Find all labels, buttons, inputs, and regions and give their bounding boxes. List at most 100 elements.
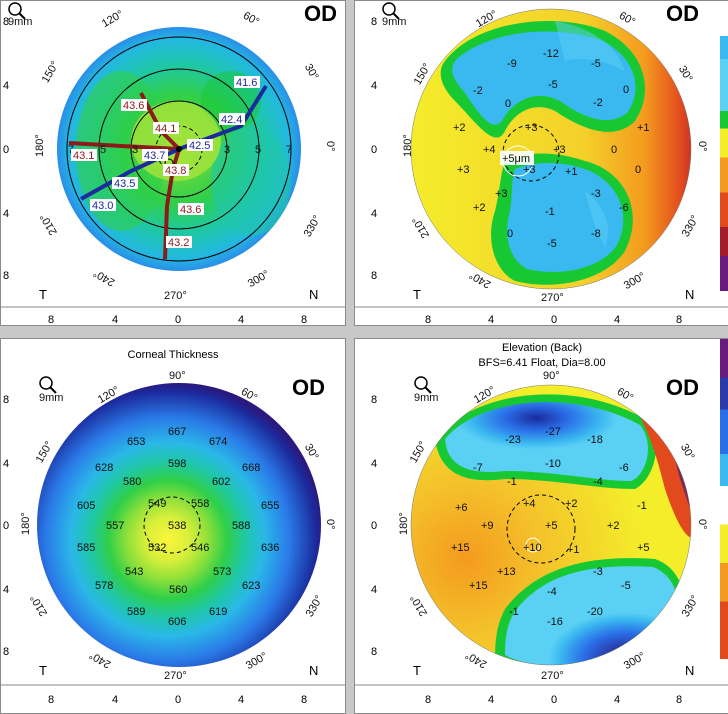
elevation-value: -1 [507, 476, 517, 488]
elevation-value: +9 [481, 520, 494, 532]
elevation-value: -23 [505, 434, 521, 446]
eye-label: OD [292, 375, 325, 400]
degree-label: 330° [304, 593, 326, 619]
thickness-value: 668 [242, 462, 260, 474]
y-tick: 8 [371, 16, 377, 28]
elevation-value: +15 [469, 580, 488, 592]
thickness-value: 573 [213, 566, 231, 578]
degree-label: 180° [20, 512, 32, 535]
zoom-icon[interactable] [39, 376, 57, 394]
thickness-value: 543 [125, 566, 143, 578]
x-tick: 0 [175, 694, 181, 706]
elevation-value: 0 [505, 98, 511, 110]
ring-7mm [66, 36, 292, 262]
elevation-value: +2 [607, 520, 620, 532]
elevation-value: 0 [611, 144, 617, 156]
ring-label: 7 [286, 144, 292, 156]
zoom-icon[interactable] [8, 2, 26, 20]
panel-subtitle: BFS=6.41 Float, Dia=8.00 [478, 357, 606, 369]
nasal-label: N [685, 663, 694, 678]
elevation-value: 0 [507, 228, 513, 240]
y-tick: 4 [371, 208, 377, 220]
elevation-value: +3 [525, 122, 538, 134]
degree-label: 210° [410, 214, 432, 240]
y-tick: 8 [3, 394, 9, 406]
degree-label: 180° [34, 134, 46, 157]
eye-label: OD [666, 1, 699, 26]
elevation-back-panel: Elevation (Back) BFS=6.41 Float, Dia=8.0… [354, 338, 728, 714]
elevation-value: -18 [587, 434, 603, 446]
ring-label: 5 [255, 144, 261, 156]
y-tick: 4 [371, 584, 377, 596]
elevation-value: -1 [509, 606, 519, 618]
thickness-value: 580 [123, 476, 141, 488]
x-tick: 4 [112, 314, 118, 325]
thickness-value: 549 [148, 498, 166, 510]
elevation-value: +4 [523, 498, 536, 510]
y-tick: 0 [3, 144, 9, 156]
steep-value: 43.6 [123, 100, 144, 112]
x-tick: 8 [425, 694, 431, 706]
nasal-label: N [309, 287, 318, 302]
degree-label: 240° [87, 649, 113, 671]
x-tick: 4 [488, 314, 494, 325]
thickness-value: 619 [209, 606, 227, 618]
elevation-value: -2 [593, 97, 603, 109]
elevation-value: +10 [523, 542, 542, 554]
elevation-value: +2 [473, 202, 486, 214]
x-tick: 8 [301, 314, 307, 325]
x-tick: 4 [238, 694, 244, 706]
y-tick: 8 [371, 270, 377, 282]
color-scale-bar [720, 339, 728, 659]
elevation-value: -27 [545, 426, 561, 438]
axial-curvature-panel: 3 5 7 3 5 7 43.6 44.1 43.8 43.6 43.2 43.… [0, 0, 346, 326]
y-tick: 8 [3, 270, 9, 282]
temporal-label: T [39, 287, 47, 302]
elevation-value: -3 [593, 566, 603, 578]
y-tick: 4 [371, 80, 377, 92]
ring-label: 3 [132, 144, 138, 156]
elevation-value: -16 [547, 616, 563, 628]
flat-value: 43.5 [114, 178, 135, 190]
x-tick: 8 [48, 314, 54, 325]
elevation-value: -6 [619, 202, 629, 214]
ring-label: 3 [224, 144, 230, 156]
elevation-value: +5 [545, 520, 558, 532]
x-tick: 8 [425, 314, 431, 325]
thickness-value: 558 [191, 498, 209, 510]
degree-label: 210° [38, 211, 60, 237]
zoom-label: 9mm [414, 392, 438, 404]
elevation-value: -12 [543, 48, 559, 60]
x-tick: 8 [676, 314, 682, 325]
elevation-value: -1 [545, 206, 555, 218]
y-tick: 4 [371, 458, 377, 470]
zoom-icon[interactable] [382, 2, 400, 20]
degree-label: 60° [617, 10, 637, 29]
elevation-value: +13 [497, 566, 516, 578]
x-tick: 4 [112, 694, 118, 706]
degree-label: 270° [164, 670, 187, 682]
flat-value: 41.6 [236, 77, 257, 89]
color-scale-bar [720, 1, 728, 291]
panel-title: Elevation (Back) [501, 342, 583, 354]
degree-label: 270° [164, 290, 187, 302]
degree-label: 210° [28, 592, 50, 618]
elevation-value: -5 [591, 58, 601, 70]
panel-title: Corneal Thickness [127, 349, 219, 361]
y-tick: 8 [3, 16, 9, 28]
axial-curvature-map: 3 5 7 3 5 7 43.6 44.1 43.8 43.6 43.2 43.… [1, 2, 345, 325]
x-tick: 8 [301, 694, 307, 706]
degree-label: 300° [622, 270, 648, 292]
x-tick: 4 [614, 314, 620, 325]
zoom-icon[interactable] [414, 376, 432, 394]
elevation-value: -7 [473, 462, 483, 474]
center-value: +5μm [502, 153, 530, 165]
thickness-value: 605 [77, 500, 95, 512]
steep-value: 44.1 [155, 123, 176, 135]
degree-label: 30° [302, 62, 321, 82]
degree-label: 60° [615, 386, 635, 405]
thickness-value: 655 [261, 500, 279, 512]
thickness-value: 532 [148, 542, 166, 554]
steep-value: 43.8 [165, 165, 186, 177]
steep-value: 43.6 [180, 204, 201, 216]
